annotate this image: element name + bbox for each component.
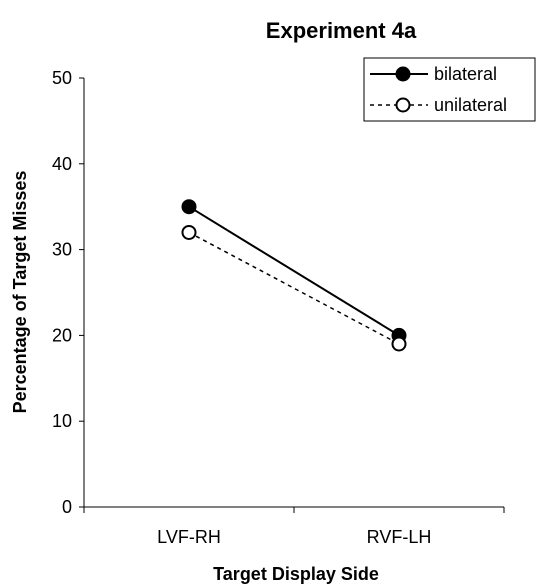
y-axis: 0 10 20 30 40 50 [52,68,85,517]
legend: bilateral unilateral [363,57,536,122]
x-axis: LVF-RH RVF-LH [83,506,505,547]
x-axis-title: Target Display Side [213,564,379,584]
legend-items: bilateral unilateral [370,64,507,115]
y-tick-label: 0 [62,497,72,517]
y-tick-label: 40 [52,154,72,174]
x-tick-label: RVF-LH [367,527,432,547]
series-line-bilateral [188,205,400,337]
legend-box [363,57,536,122]
x-tick-label: LVF-RH [157,527,221,547]
legend-label-bilateral: bilateral [434,64,497,84]
chart-title: Experiment 4a [266,18,417,43]
series-line-unilateral [188,231,400,345]
y-axis-title: Percentage of Target Misses [10,171,30,414]
data-point-bilateral [181,199,197,215]
legend-label-unilateral: unilateral [434,95,507,115]
y-tick-label: 10 [52,411,72,431]
y-ticks: 0 10 20 30 40 50 [52,68,84,517]
data-point-unilateral [391,336,407,352]
data-point-unilateral [181,224,197,240]
series-layer [181,199,407,352]
legend-marker-unilateral [395,97,411,113]
y-tick-label: 20 [52,325,72,345]
y-tick-label: 30 [52,240,72,260]
x-ticks: LVF-RH RVF-LH [83,507,505,547]
y-tick-label: 50 [52,68,72,88]
legend-marker-bilateral [395,66,411,82]
